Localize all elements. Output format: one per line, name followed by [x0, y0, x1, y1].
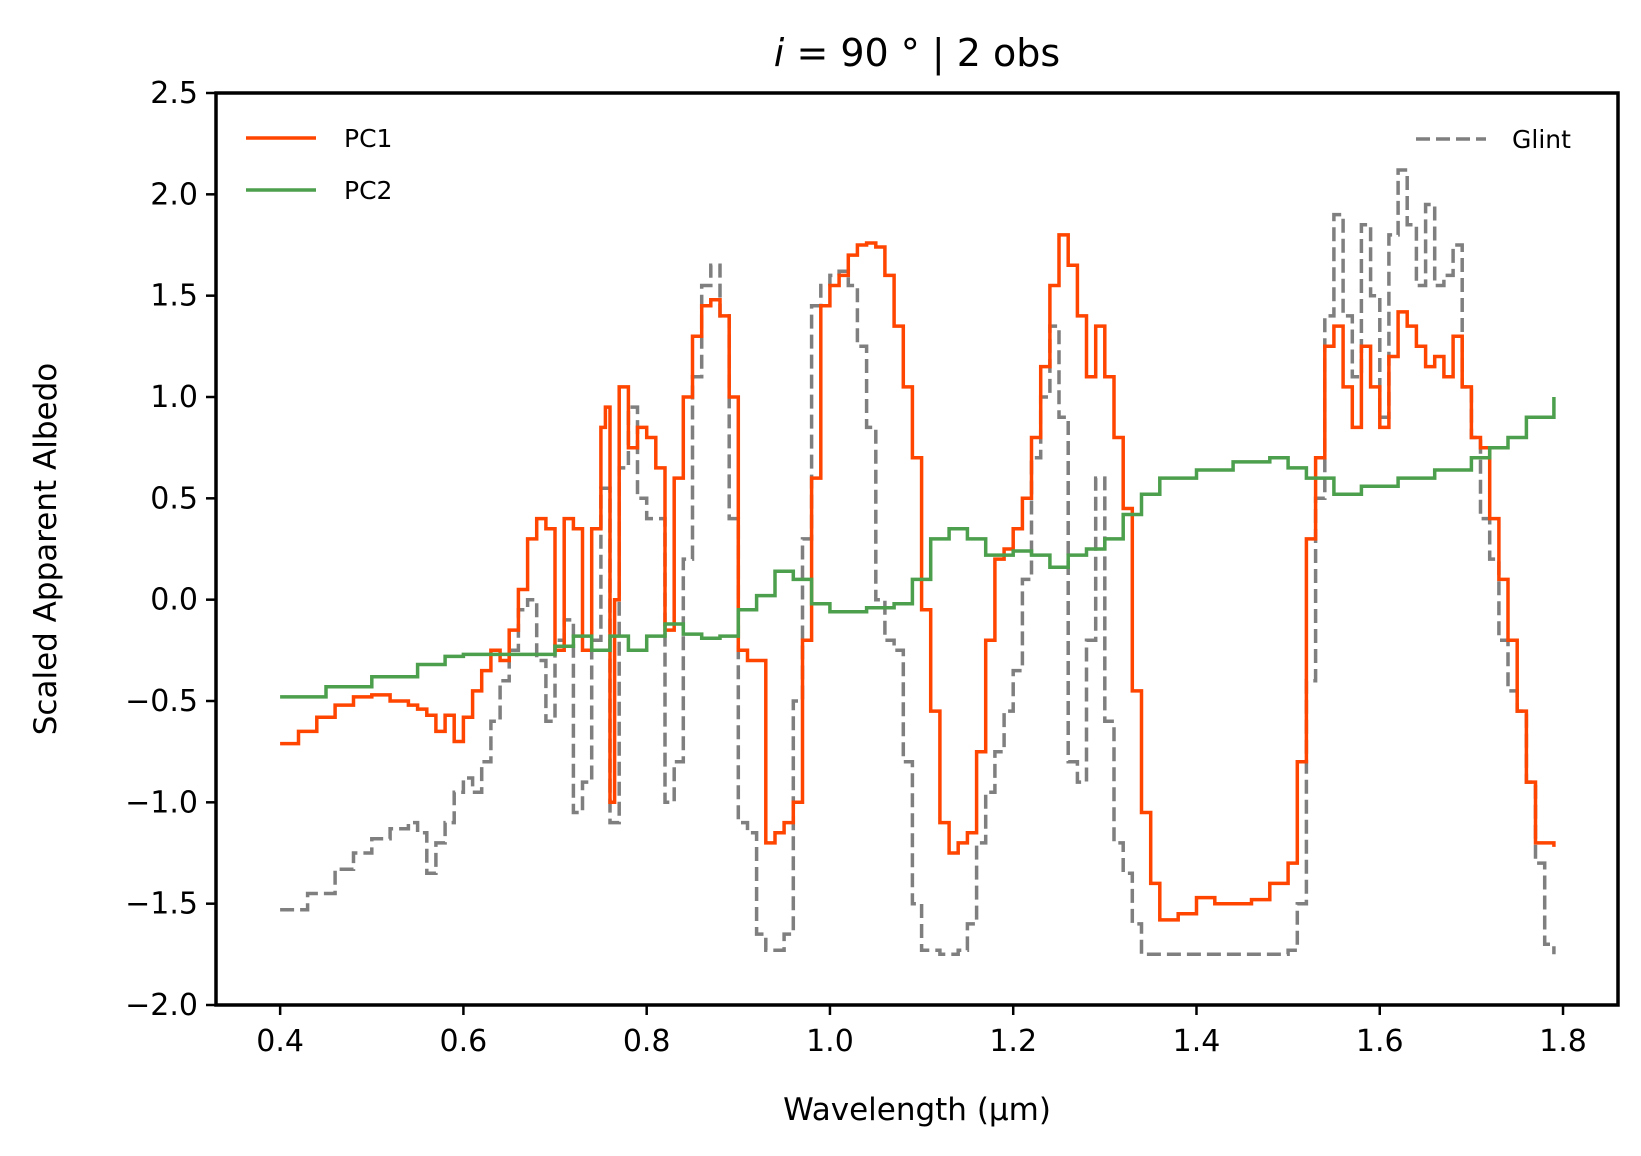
x-axis-label: Wavelength (μm) [783, 1092, 1051, 1128]
legend-label-pc1: PC1 [344, 124, 392, 153]
legend-label-glint: Glint [1512, 125, 1571, 154]
x-tick-label: 1.6 [1356, 1024, 1404, 1059]
chart-title-rest: = 90 ° | 2 obs [784, 31, 1060, 76]
series-line-pc2 [280, 397, 1556, 699]
y-tick-label: 1.0 [150, 380, 198, 415]
x-axis-ticks: 0.4 0.6 0.8 1.0 1.2 1.4 1.6 1.8 [256, 1005, 1587, 1059]
x-tick-label: 1.8 [1539, 1024, 1587, 1059]
y-axis-ticks: −2.0 −1.5 −1.0 −0.5 0.0 0.5 1.0 1.5 2.0 2.5 [125, 76, 216, 1023]
y-tick-label: 1.5 [150, 279, 198, 314]
axes-frame [214, 91, 1620, 1007]
x-tick-label: 0.8 [623, 1024, 671, 1059]
x-tick-label: 0.4 [256, 1024, 304, 1059]
y-tick-label: 0.5 [150, 481, 198, 516]
x-tick-label: 1.0 [806, 1024, 854, 1059]
y-tick-label: −1.0 [125, 785, 198, 820]
x-tick-label: 1.4 [1173, 1024, 1221, 1059]
y-tick-label: −2.0 [125, 988, 198, 1023]
x-tick-label: 0.6 [440, 1024, 488, 1059]
y-tick-label: −0.5 [125, 684, 198, 719]
series-line-glint [280, 168, 1556, 957]
y-axis-label: Scaled Apparent Albedo [28, 363, 64, 736]
y-tick-label: −1.5 [125, 887, 198, 922]
chart-title: i = 90 ° | 2 obs [774, 31, 1060, 76]
legend-right: Glint [1416, 125, 1571, 154]
x-tick-label: 1.2 [989, 1024, 1037, 1059]
series-layer [280, 168, 1556, 957]
legend-left: PC1 PC2 [246, 124, 392, 205]
y-tick-label: 0.0 [150, 583, 198, 618]
y-tick-label: 2.5 [150, 76, 198, 111]
chart-title-italic: i [774, 31, 785, 75]
legend-label-pc2: PC2 [344, 176, 392, 205]
plot-area [214, 91, 1620, 1007]
y-tick-label: 2.0 [150, 177, 198, 212]
series-line-pc1 [280, 233, 1556, 922]
